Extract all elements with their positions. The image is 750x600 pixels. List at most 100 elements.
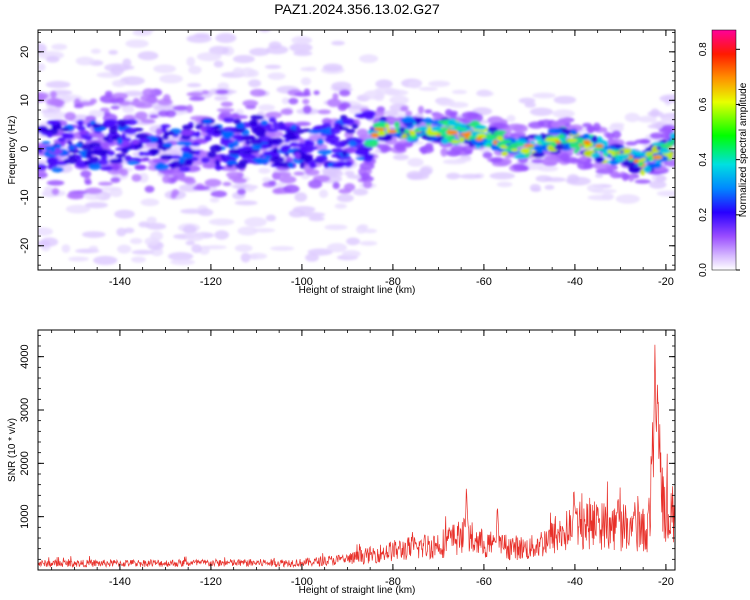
heatmap-blob <box>237 188 246 195</box>
heatmap-blob <box>299 161 305 169</box>
heatmap-y-tick-label: 0 <box>19 146 31 152</box>
heatmap-blob <box>601 193 615 201</box>
heatmap-blob <box>89 98 97 104</box>
snr-x-tick-label: -20 <box>658 576 674 588</box>
snr-y-tick-label: 4000 <box>19 344 31 368</box>
heatmap-blob <box>131 173 142 182</box>
heatmap-blob <box>294 192 308 202</box>
heatmap-blob <box>607 149 612 154</box>
heatmap-blob <box>322 63 343 72</box>
heatmap-blob <box>455 127 468 131</box>
heatmap-blob <box>38 63 46 71</box>
heatmap-blob <box>116 227 127 237</box>
heatmap-blob <box>518 97 536 104</box>
heatmap-blob <box>295 121 311 127</box>
heatmap-blob <box>73 103 84 109</box>
heatmap-blob <box>291 36 312 45</box>
heatmap-blob <box>528 121 544 129</box>
heatmap-blob <box>250 114 264 121</box>
heatmap-blob <box>579 155 588 162</box>
snr-x-tick-label: -60 <box>476 576 492 588</box>
snr-y-ticks: 1000 2000 3000 4000 <box>19 334 675 571</box>
heatmap-blob <box>440 147 448 157</box>
heatmap-blob <box>131 249 154 255</box>
heatmap-blob <box>659 143 672 149</box>
heatmap-blob <box>88 110 104 118</box>
heatmap-blob <box>260 119 268 126</box>
heatmap-blob <box>373 127 386 132</box>
heatmap-blob <box>61 133 70 138</box>
heatmap-blob <box>186 104 194 114</box>
heatmap-blob <box>191 142 201 147</box>
heatmap-blob <box>289 43 313 53</box>
heatmap-blob <box>130 238 143 245</box>
heatmap-blob <box>121 132 127 140</box>
heatmap-blob <box>46 180 65 186</box>
heatmap-blob <box>344 146 357 154</box>
heatmap-blob <box>634 152 647 157</box>
heatmap-y-axis-label: Frequency (Hz) <box>7 116 18 185</box>
heatmap-blob <box>91 123 101 129</box>
heatmap-blob <box>84 160 93 166</box>
heatmap-blob <box>76 125 86 131</box>
heatmap-blob <box>634 179 651 184</box>
heatmap-blob <box>364 112 375 121</box>
heatmap-blob <box>315 155 328 163</box>
heatmap-blob <box>270 246 295 251</box>
heatmap-blob <box>102 135 110 142</box>
heatmap-blob <box>191 244 202 254</box>
heatmap-blob <box>98 181 113 186</box>
heatmap-blob <box>356 112 367 119</box>
heatmap-blob <box>241 135 256 141</box>
heatmap-blob <box>345 128 356 134</box>
heatmap-blob <box>220 101 234 107</box>
heatmap-blob <box>490 157 503 164</box>
heatmap-blob <box>88 163 102 171</box>
heatmap-blob <box>172 105 190 111</box>
heatmap-blob <box>370 132 380 138</box>
heatmap-blob <box>339 101 351 109</box>
heatmap-blob <box>418 86 438 91</box>
heatmap-blob <box>75 56 95 66</box>
heatmap-y-tick-label: -10 <box>19 189 31 205</box>
heatmap-blob <box>43 186 54 194</box>
heatmap-blob <box>269 156 285 163</box>
heatmap-blob <box>267 72 286 80</box>
heatmap-blob <box>486 126 498 133</box>
heatmap-blob <box>297 143 307 148</box>
heatmap-blob <box>134 103 153 109</box>
heatmap-blob <box>155 127 163 136</box>
heatmap-x-tick-label: -120 <box>200 276 222 288</box>
heatmap-blob <box>496 181 513 188</box>
heatmap-blob <box>624 112 640 123</box>
heatmap-blob <box>140 198 160 207</box>
heatmap-blob <box>208 218 235 226</box>
heatmap-blob <box>47 157 59 164</box>
heatmap-blob <box>162 94 171 103</box>
heatmap-blob <box>418 125 428 132</box>
heatmap-blob <box>42 111 68 120</box>
heatmap-blob <box>182 224 197 234</box>
heatmap-blob <box>659 147 671 154</box>
heatmap-blob <box>68 145 75 151</box>
heatmap-blob <box>55 143 62 149</box>
heatmap-blob <box>38 227 54 236</box>
heatmap-blob <box>406 137 413 143</box>
heatmap-blob <box>334 141 346 148</box>
heatmap-blob <box>98 158 109 166</box>
heatmap-blob <box>413 117 425 124</box>
heatmap-blob <box>41 141 51 145</box>
heatmap-blob <box>81 143 94 151</box>
heatmap-blob <box>154 163 169 171</box>
heatmap-blob <box>417 105 425 114</box>
heatmap-blob <box>459 173 482 179</box>
heatmap-blob <box>186 56 196 67</box>
heatmap-blob <box>258 104 275 111</box>
heatmap-blob <box>242 99 259 107</box>
heatmap-blob <box>492 140 498 145</box>
heatmap-blob <box>288 161 294 169</box>
heatmap-blob <box>232 54 255 64</box>
heatmap-blob <box>308 130 322 134</box>
heatmap-blob <box>284 153 290 157</box>
